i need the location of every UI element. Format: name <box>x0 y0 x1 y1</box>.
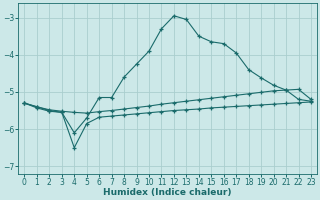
X-axis label: Humidex (Indice chaleur): Humidex (Indice chaleur) <box>103 188 232 197</box>
